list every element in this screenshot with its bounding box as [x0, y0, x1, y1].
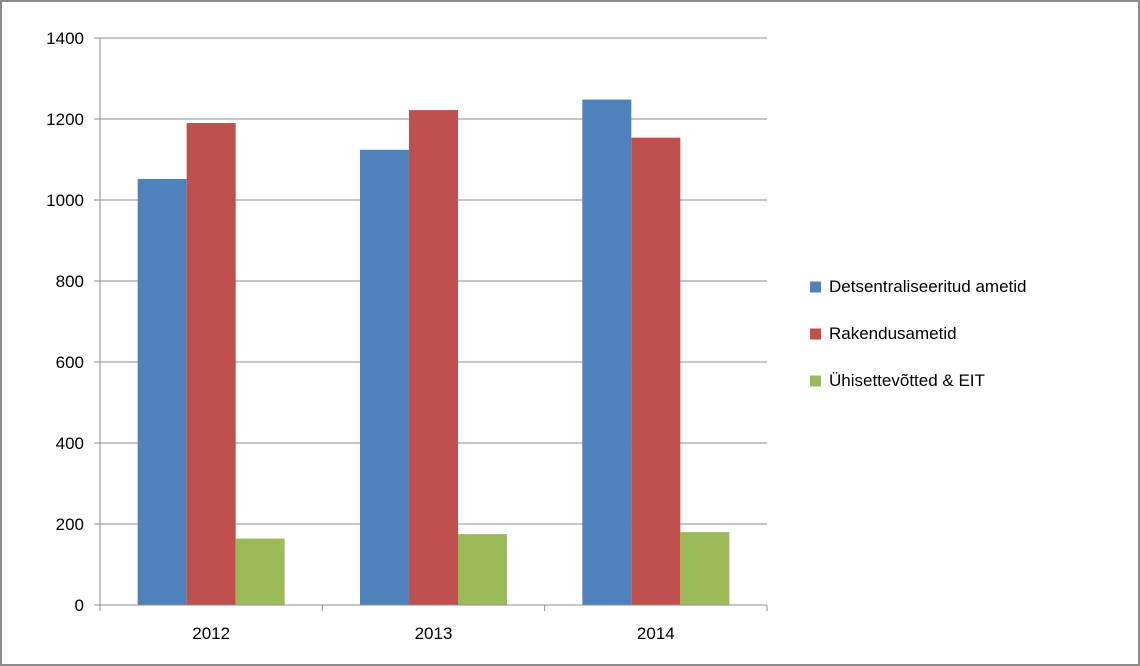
y-tick-label: 0 [75, 596, 84, 615]
y-tick-label: 400 [56, 434, 84, 453]
bar [458, 534, 507, 605]
legend-swatch [810, 375, 821, 387]
legend-swatch [810, 281, 821, 293]
legend-item: Rakendusametid [810, 324, 957, 343]
bars [137, 99, 730, 606]
y-tick-label: 600 [56, 353, 84, 372]
legend-item: Ühisettevõtted & EIT [810, 371, 985, 390]
legend-label: Detsentraliseeritud ametid [829, 277, 1026, 296]
axes: 0 200 400 600 800 1000 1200 1400 2012 2013 2014 [46, 29, 768, 643]
x-tick-label: 2014 [637, 624, 675, 643]
bar [680, 532, 730, 605]
y-tick-label: 200 [56, 515, 84, 534]
bar [137, 178, 187, 605]
y-tick-label: 1400 [46, 29, 84, 48]
bar [186, 123, 236, 606]
legend-item: Detsentraliseeritud ametid [810, 277, 1026, 296]
legend-label: Ühisettevõtted & EIT [829, 371, 985, 390]
x-tick-label: 2013 [415, 624, 453, 643]
y-tick-label: 1200 [46, 110, 84, 129]
bar [360, 149, 409, 605]
y-tick-label: 800 [56, 272, 84, 291]
bar [631, 137, 681, 605]
bar [582, 99, 632, 605]
y-tick-label: 1000 [46, 191, 84, 210]
x-tick-label: 2012 [192, 624, 230, 643]
legend: Detsentraliseeritud ametid Rakendusametid… [810, 277, 1026, 390]
legend-label: Rakendusametid [829, 324, 957, 343]
bar [409, 110, 458, 605]
bar [235, 538, 285, 605]
legend-swatch [810, 328, 821, 340]
